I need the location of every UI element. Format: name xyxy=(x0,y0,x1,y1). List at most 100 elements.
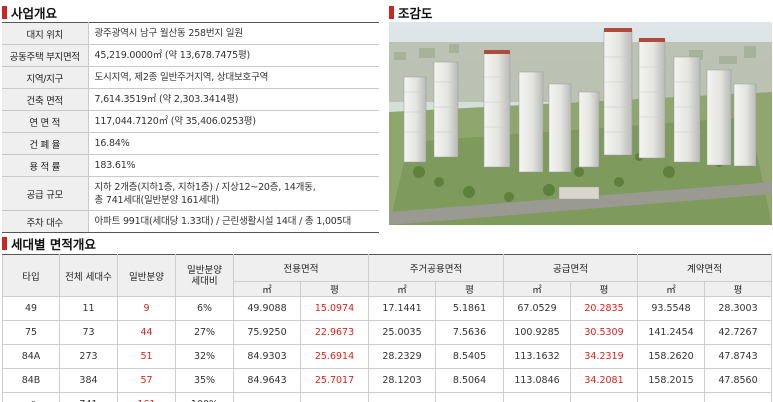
unit-cell-con-m2: 158.2620 xyxy=(637,344,706,369)
header-unit-pyeong: 평 xyxy=(704,281,773,297)
unit-cell-sup-m2: 67.0529 xyxy=(503,296,572,321)
overview-row: 대지 위치 광주광역시 남구 월산동 258번지 일원 xyxy=(2,22,379,45)
unit-row: 49 11 9 6% 49.9088 15.0974 17.1441 5.1861 67.052… xyxy=(2,296,773,321)
unit-cell-general: 9 xyxy=(117,296,176,321)
header-unit-sqm: ㎡ xyxy=(368,281,436,297)
overview-title: 사업개요 xyxy=(11,6,58,21)
unit-cell-comm-py: 5.1861 xyxy=(434,296,505,321)
unit-cell-sup-m2: - xyxy=(503,392,572,402)
unit-cell-excl-py: 25.6914 xyxy=(300,344,369,369)
unit-cell-type: 계 xyxy=(2,392,60,402)
overview-row: 공급 규모 지하 2개층(지하1층, 지하1층) / 지상12~20층, 14개동… xyxy=(2,176,379,211)
overview-label: 건축 면적 xyxy=(2,88,89,111)
unit-cell-comm-m2: 28.2329 xyxy=(368,344,436,369)
header-ratio-line2: 세대비 xyxy=(191,275,218,287)
unit-cell-ratio: 35% xyxy=(175,368,234,393)
unit-cell-con-py: 47.8743 xyxy=(704,344,773,369)
unit-row: 계741161100%-------- xyxy=(2,392,773,402)
header-exclusive-area: 전용면적 xyxy=(233,254,369,282)
header-unit-sqm: ㎡ xyxy=(233,281,301,297)
header-supply-area: 공급면적 xyxy=(503,254,639,282)
unit-cell-con-py: 47.8560 xyxy=(704,368,773,393)
header-unit-sqm: ㎡ xyxy=(637,281,706,297)
unit-cell-total: 384 xyxy=(59,368,118,393)
unit-cell-sup-m2: 113.0846 xyxy=(503,368,572,393)
overview-value-line: 총 741세대(일반분양 161세대) xyxy=(94,194,220,206)
unit-cell-con-py: 42.7267 xyxy=(704,320,773,345)
unit-cell-type: 49 xyxy=(2,296,60,321)
unit-cell-sup-m2: 113.1632 xyxy=(503,344,572,369)
overview-row: 공동주택 부지면적 45,219.0000㎡ (약 13,678.7475평) xyxy=(2,44,379,67)
unit-cell-excl-py: 15.0974 xyxy=(300,296,369,321)
unit-cell-comm-m2: 28.1203 xyxy=(368,368,436,393)
overview-value: 183.61% xyxy=(88,154,379,177)
header-general-ratio: 일반분양 세대비 xyxy=(175,254,234,297)
unit-cell-type: 84A xyxy=(2,344,60,369)
section-marker xyxy=(2,237,7,250)
overview-label: 공급 규모 xyxy=(2,176,89,211)
unit-row: 84B 384 57 35% 84.9643 25.7017 28.1203 8.5064 11… xyxy=(2,368,773,393)
overview-label: 공동주택 부지면적 xyxy=(2,44,89,67)
unit-cell-comm-m2: 25.0035 xyxy=(368,320,436,345)
section-marker xyxy=(2,6,7,19)
unit-cell-comm-m2: 17.1441 xyxy=(368,296,436,321)
overview-row: 건 폐 율 16.84% xyxy=(2,132,379,155)
unit-cell-type: 84B xyxy=(2,368,60,393)
header-residential-common-area: 주거공용면적 xyxy=(367,254,505,282)
unit-cell-total: 73 xyxy=(59,320,118,345)
unit-cell-excl-m2: 84.9643 xyxy=(233,368,301,393)
unit-cell-sup-py: 34.2319 xyxy=(570,344,639,369)
header-unit-pyeong: 평 xyxy=(570,281,639,297)
unit-cell-total: 741 xyxy=(59,392,118,402)
birdseye-rendering-image xyxy=(389,22,772,225)
unit-cell-excl-py: 22.9673 xyxy=(300,320,369,345)
unit-cell-excl-m2: 75.9250 xyxy=(233,320,301,345)
unit-cell-sup-py: 20.2835 xyxy=(570,296,639,321)
unit-cell-ratio: 27% xyxy=(175,320,234,345)
unit-cell-type: 75 xyxy=(2,320,60,345)
unit-cell-general: 44 xyxy=(117,320,176,345)
header-unit-pyeong: 평 xyxy=(300,281,369,297)
overview-value: 지하 2개층(지하1층, 지하1층) / 지상12~20층, 14개동, 총 74… xyxy=(88,176,379,211)
unit-cell-con-py: 28.3003 xyxy=(704,296,773,321)
overview-row: 건축 면적 7,614.3519㎡ (약 2,303.3414평) xyxy=(2,88,379,111)
unit-cell-excl-m2: 49.9088 xyxy=(233,296,301,321)
overview-row: 주차 대수 아파트 991대(세대당 1.33대) / 근린생활시설 14대 / … xyxy=(2,210,379,233)
unit-cell-ratio: 100% xyxy=(175,392,234,402)
overview-value-line: 117,044.7120㎡ (약 35,406.0253평) xyxy=(94,116,257,127)
overview-label: 연 면 적 xyxy=(2,110,89,133)
unit-cell-comm-py: 8.5405 xyxy=(434,344,505,369)
unit-cell-total: 11 xyxy=(59,296,118,321)
header-type: 타입 xyxy=(2,254,60,297)
header-unit-pyeong: 평 xyxy=(434,281,505,297)
section-marker xyxy=(389,6,394,19)
overview-label: 주차 대수 xyxy=(2,210,89,233)
overview-value-line: 183.61% xyxy=(94,160,136,171)
unit-cell-con-m2: 141.2454 xyxy=(637,320,706,345)
unit-cell-con-m2: - xyxy=(637,392,706,402)
overview-label: 지역/지구 xyxy=(2,66,89,89)
overview-row: 연 면 적 117,044.7120㎡ (약 35,406.0253평) xyxy=(2,110,379,133)
unit-cell-comm-py: 7.5636 xyxy=(434,320,505,345)
unit-cell-comm-py: 8.5064 xyxy=(434,368,505,393)
header-total-units: 전체 세대수 xyxy=(59,254,118,297)
units-section-title: 세대별 면적개요 xyxy=(2,234,96,253)
unit-cell-general: 161 xyxy=(117,392,176,402)
unit-cell-ratio: 32% xyxy=(175,344,234,369)
overview-label: 건 폐 율 xyxy=(2,132,89,155)
unit-cell-general: 57 xyxy=(117,368,176,393)
birdseye-title: 조감도 xyxy=(398,6,433,21)
overview-value-line: 도시지역, 제2종 일반주거지역, 상대보호구역 xyxy=(94,72,269,83)
unit-cell-sup-m2: 100.9285 xyxy=(503,320,572,345)
birdseye-illustration xyxy=(389,22,772,225)
overview-value-line: 지하 2개층(지하1층, 지하1층) / 지상12~20층, 14개동, xyxy=(94,181,316,193)
overview-value: 117,044.7120㎡ (약 35,406.0253평) xyxy=(88,110,379,133)
overview-value-line: 45,219.0000㎡ (약 13,678.7475평) xyxy=(94,50,251,61)
header-contract-area: 계약면적 xyxy=(637,254,773,282)
unit-cell-total: 273 xyxy=(59,344,118,369)
unit-cell-sup-py: - xyxy=(570,392,639,402)
unit-cell-sup-py: 30.5309 xyxy=(570,320,639,345)
header-general-sale: 일반분양 xyxy=(117,254,176,297)
overview-row: 지역/지구 도시지역, 제2종 일반주거지역, 상대보호구역 xyxy=(2,66,379,89)
unit-cell-con-m2: 158.2015 xyxy=(637,368,706,393)
